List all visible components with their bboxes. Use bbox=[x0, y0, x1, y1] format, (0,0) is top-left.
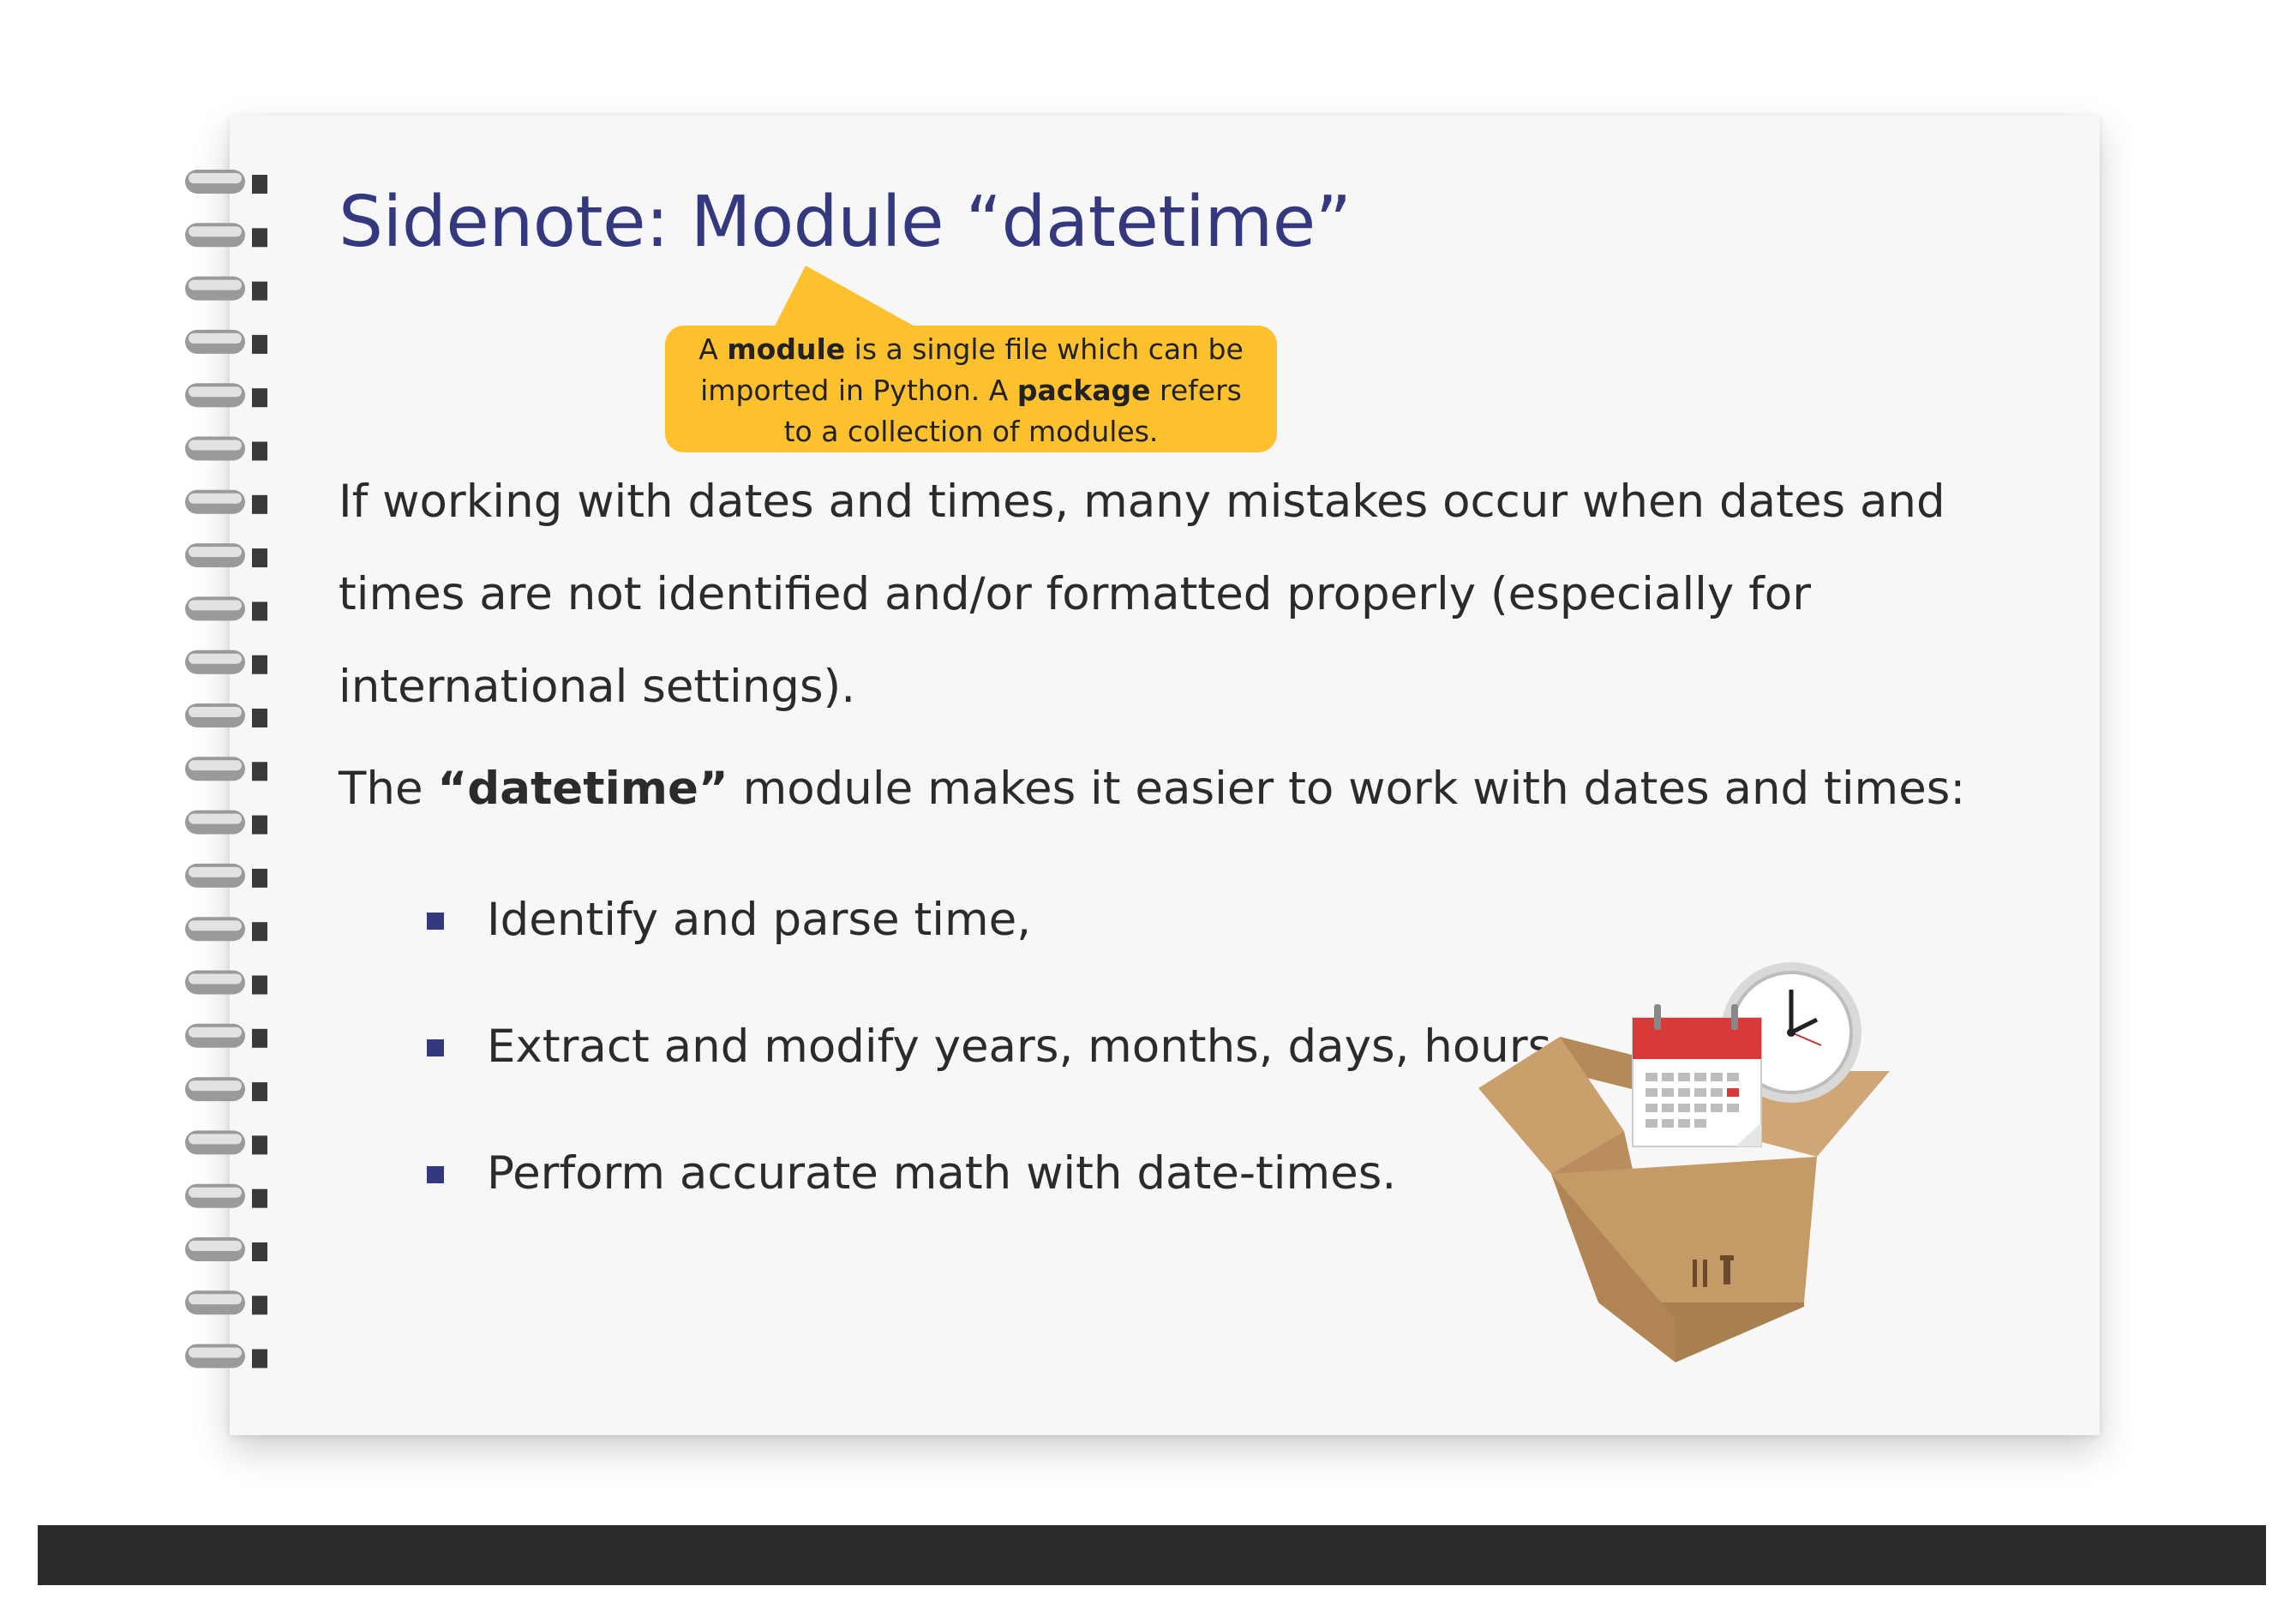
spiral-ring-icon bbox=[185, 436, 267, 461]
spiral-ring-icon bbox=[185, 223, 267, 248]
slide-title: Sidenote: Module “datetime” bbox=[339, 182, 1352, 263]
spiral-ring-icon bbox=[185, 757, 267, 781]
spiral-ring-icon bbox=[185, 703, 267, 727]
spiral-ring-icon bbox=[185, 1344, 267, 1368]
spiral-ring-icon bbox=[185, 543, 267, 568]
spiral-binding-icon bbox=[182, 163, 276, 1397]
spiral-ring-icon bbox=[185, 596, 267, 621]
spiral-ring-icon bbox=[185, 1023, 267, 1048]
intro-line-3: international settings). bbox=[339, 661, 856, 713]
spiral-ring-icon bbox=[185, 1290, 267, 1315]
callout-note: A module is a single file which can be i… bbox=[665, 326, 1277, 452]
callout-pointer bbox=[771, 266, 926, 332]
intro-line-1: If working with dates and times, many mi… bbox=[339, 476, 1945, 528]
bullet-square-icon bbox=[427, 913, 444, 930]
spiral-ring-icon bbox=[185, 489, 267, 514]
bullet-square-icon bbox=[427, 1166, 444, 1183]
spiral-ring-icon bbox=[185, 649, 267, 674]
box-calendar-clock-icon bbox=[1478, 962, 1890, 1362]
callout-line-3: to a collection of modules. bbox=[783, 415, 1159, 448]
intro-line-2: times are not identified and/or formatte… bbox=[339, 568, 1811, 620]
bullet-square-icon bbox=[427, 1039, 444, 1056]
footer-bar bbox=[38, 1525, 2266, 1585]
spiral-ring-icon bbox=[185, 917, 267, 942]
spiral-ring-icon bbox=[185, 1183, 267, 1208]
spiral-ring-icon bbox=[185, 1237, 267, 1261]
spiral-ring-icon bbox=[185, 383, 267, 408]
datetime-paragraph: The “datetime” module makes it easier to… bbox=[339, 763, 1966, 815]
spiral-ring-icon bbox=[185, 863, 267, 888]
callout-line-2: imported in Python. A package refers bbox=[700, 374, 1242, 407]
calendar-icon bbox=[1632, 1004, 1762, 1147]
spiral-ring-icon bbox=[185, 810, 267, 835]
callout-line-1: A module is a single file which can be bbox=[698, 332, 1244, 366]
spiral-ring-icon bbox=[185, 170, 267, 194]
spiral-ring-icon bbox=[185, 276, 267, 301]
spiral-ring-icon bbox=[185, 329, 267, 354]
spiral-ring-icon bbox=[185, 1077, 267, 1102]
shipping-marks-icon bbox=[1693, 1255, 1734, 1287]
spiral-ring-icon bbox=[185, 970, 267, 995]
spiral-ring-icon bbox=[185, 1130, 267, 1155]
intro-paragraph: If working with dates and times, many mi… bbox=[339, 456, 1945, 733]
